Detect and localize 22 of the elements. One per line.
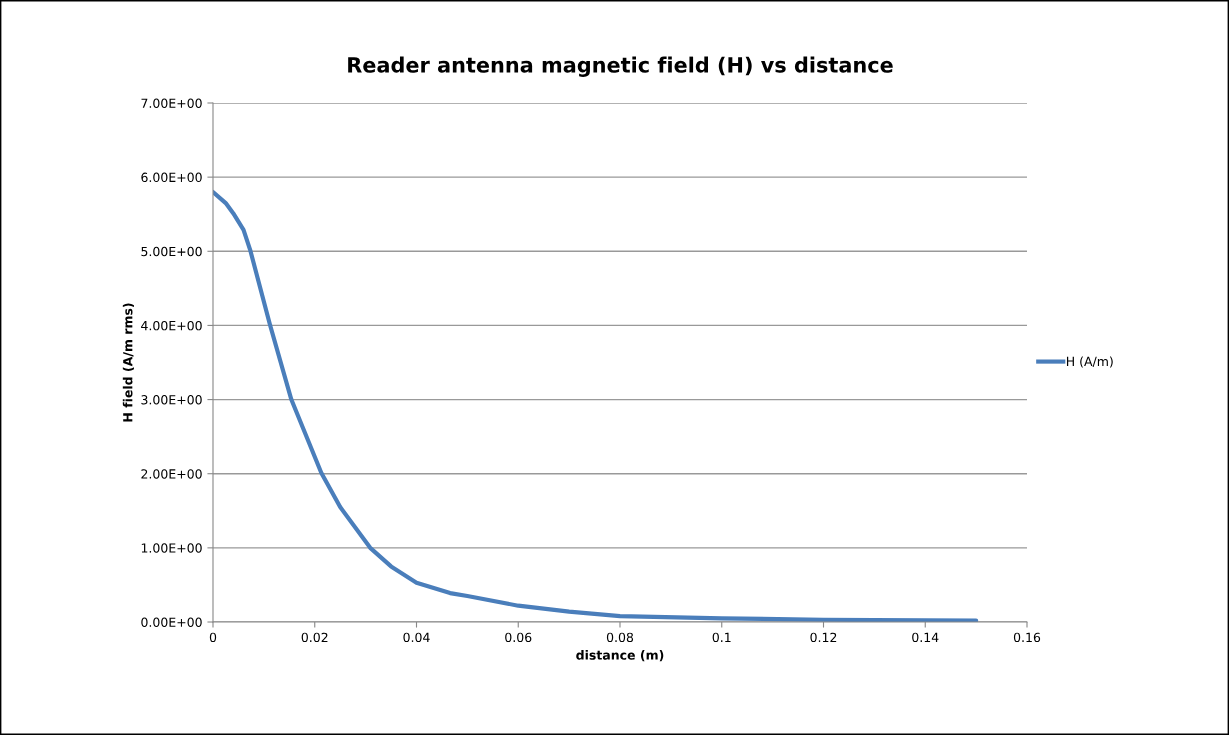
- x-tick-label: 0.02: [301, 632, 328, 643]
- x-tick-label: 0: [209, 632, 217, 643]
- x-tick-label: 0.04: [403, 632, 430, 643]
- x-axis-title: distance (m): [576, 650, 664, 662]
- y-tick-label: 0.00E+00: [141, 617, 202, 627]
- x-tick-label: 0.08: [606, 632, 634, 643]
- legend-label: H (A/m): [1066, 356, 1113, 368]
- y-tick-label: 2.00E+00: [141, 469, 202, 479]
- chart-title: Reader antenna magnetic field (H) vs distance: [348, 56, 893, 77]
- y-tick-label: 5.00E+00: [141, 246, 202, 257]
- y-tick-label: 4.00E+00: [141, 320, 202, 331]
- y-tick-label: 3.00E+00: [141, 395, 202, 405]
- x-tick-label: 0.16: [1013, 632, 1041, 643]
- x-tick-label: 0.14: [912, 632, 939, 643]
- y-tick-label: 7.00E+00: [141, 98, 202, 108]
- x-tick-label: 0.1: [712, 632, 731, 643]
- x-tick-label: 0.06: [505, 632, 532, 643]
- x-tick-label: 0.12: [810, 632, 837, 643]
- y-tick-label: 1.00E+00: [141, 543, 202, 553]
- y-axis-title: H field (A/m rms): [122, 303, 134, 422]
- y-tick-label: 6.00E+00: [141, 172, 202, 183]
- line-series: [213, 189, 979, 622]
